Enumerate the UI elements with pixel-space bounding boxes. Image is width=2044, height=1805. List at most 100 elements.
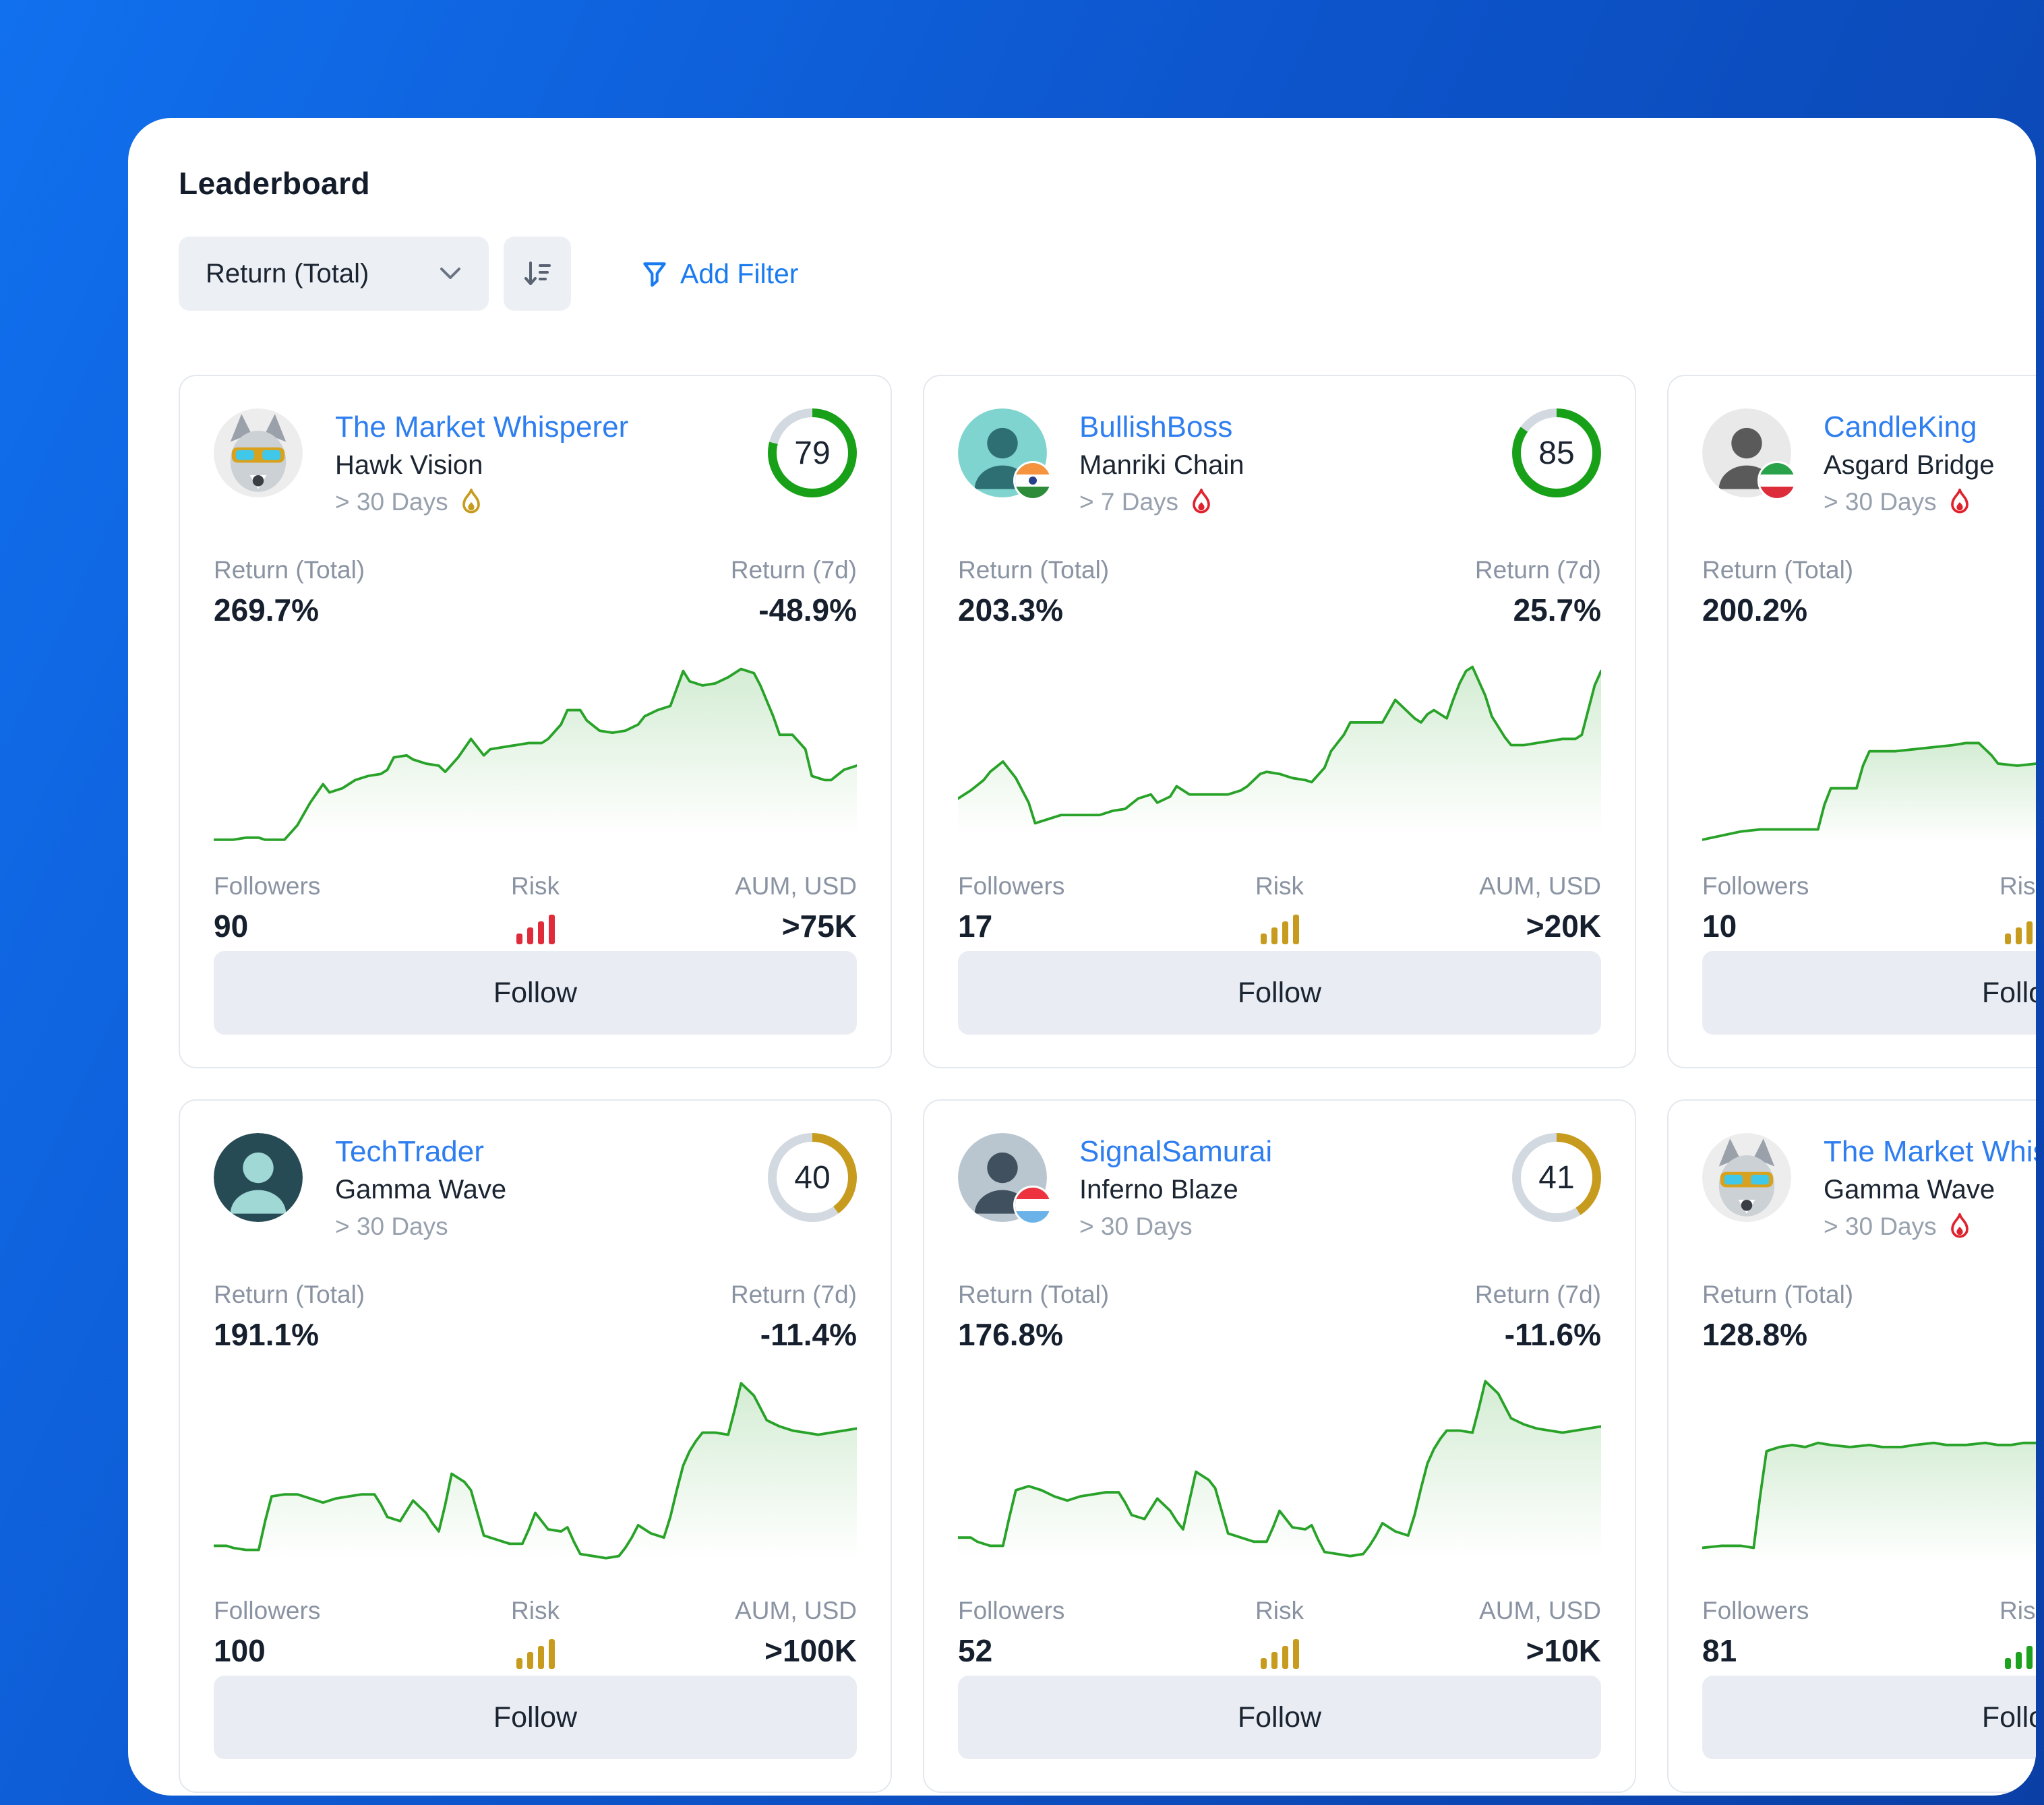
avatar[interactable] <box>1702 408 1797 500</box>
avatar-image <box>214 1133 303 1222</box>
return-7d-value: -48.9% <box>758 592 857 628</box>
risk-label: Risk <box>511 872 560 900</box>
trader-name-link[interactable]: SignalSamurai <box>1079 1135 1273 1168</box>
return-7d-label: Return (7d) <box>1474 1281 1601 1308</box>
return-7d-value: -11.6% <box>1504 1317 1601 1352</box>
flame-icon <box>1950 1213 1968 1238</box>
risk-bars-icon <box>1260 913 1299 945</box>
chevron-down-icon <box>440 268 460 279</box>
toolbar: Return (Total) Add Filter <box>179 237 2036 311</box>
performance-sparkline <box>214 1373 857 1579</box>
return-total-value: 176.8% <box>958 1317 1064 1352</box>
trader-card: The Market Whisperer Gamma Wave > 30 Day… <box>1667 1099 2036 1793</box>
account-age: > 7 Days <box>1079 488 1179 516</box>
country-flag-badge <box>1013 1186 1052 1225</box>
avatar[interactable] <box>958 408 1052 500</box>
score-ring: 85 <box>1512 408 1601 497</box>
account-age: > 30 Days <box>1824 1213 1937 1240</box>
followers-value: 81 <box>1702 1633 1737 1669</box>
avatar-image <box>1702 1133 1791 1222</box>
return-7d-label: Return (7d) <box>730 1281 857 1308</box>
add-filter-label: Add Filter <box>680 257 799 289</box>
risk-bars-icon <box>1260 1638 1299 1670</box>
aum-value: >75K <box>781 909 857 944</box>
return-7d-value: -11.4% <box>760 1317 857 1352</box>
risk-label: Risk <box>2000 1597 2036 1625</box>
card-header: SignalSamurai Inferno Blaze > 30 Days 41 <box>958 1133 1601 1245</box>
score-ring: 41 <box>1512 1133 1601 1222</box>
followers-label: Followers <box>214 1597 321 1625</box>
strategy-name: Asgard Bridge <box>1824 450 1995 480</box>
trader-name-link[interactable]: TechTrader <box>335 1135 484 1168</box>
return-total-value: 191.1% <box>214 1317 320 1352</box>
aum-label: AUM, USD <box>1479 872 1601 900</box>
trader-card: CandleKing Asgard Bridge > 30 Days Retur… <box>1667 375 2036 1068</box>
avatar[interactable] <box>214 1133 303 1222</box>
card-header: The Market Whisperer Hawk Vision > 30 Da… <box>214 408 857 520</box>
avatar-image <box>214 408 303 497</box>
stats-row: Followers 17 Risk AUM, USD >20K <box>958 871 1601 951</box>
follow-button[interactable]: Follow <box>1702 951 2036 1035</box>
return-total-label: Return (Total) <box>958 1281 1110 1308</box>
trader-card: SignalSamurai Inferno Blaze > 30 Days 41… <box>923 1099 1636 1793</box>
avatar[interactable] <box>1702 1133 1791 1222</box>
followers-value: 100 <box>214 1633 266 1669</box>
performance-sparkline <box>958 648 1601 855</box>
return-total-label: Return (Total) <box>214 1281 365 1308</box>
score-value: 40 <box>794 1159 831 1196</box>
aum-label: AUM, USD <box>1479 1597 1601 1625</box>
followers-value: 17 <box>958 909 993 944</box>
return-7d-value: 25.7% <box>1513 592 1601 628</box>
return-total-label: Return (Total) <box>958 556 1110 584</box>
avatar[interactable] <box>214 408 303 497</box>
returns-row: Return (Total) 203.3% Return (7d) 25.7% <box>958 555 1601 635</box>
add-filter-button[interactable]: Add Filter <box>636 257 802 290</box>
follow-button[interactable]: Follow <box>958 1676 1601 1759</box>
risk-bars-icon <box>2004 1638 2037 1670</box>
score-ring: 40 <box>768 1133 857 1222</box>
score-value: 85 <box>1538 435 1575 471</box>
stats-row: Followers 81 Risk AUM, USD <box>1702 1596 2036 1676</box>
score-value: 79 <box>794 435 831 471</box>
avatar[interactable] <box>958 1133 1052 1225</box>
sort-by-select[interactable]: Return (Total) <box>179 237 489 311</box>
trader-name-link[interactable]: BullishBoss <box>1079 410 1233 443</box>
follow-button[interactable]: Follow <box>1702 1676 2036 1759</box>
trader-name-link[interactable]: The Market Whisperer <box>335 410 629 443</box>
follow-button[interactable]: Follow <box>214 951 857 1035</box>
flame-icon <box>1193 488 1210 514</box>
trader-name-link[interactable]: CandleKing <box>1824 410 1977 443</box>
account-age: > 30 Days <box>1824 488 1937 516</box>
risk-label: Risk <box>1255 872 1304 900</box>
strategy-name: Gamma Wave <box>1824 1175 1995 1204</box>
followers-label: Followers <box>1702 872 1809 900</box>
card-header: BullishBoss Manriki Chain > 7 Days 85 <box>958 408 1601 520</box>
trader-name-link[interactable]: The Market Whisperer <box>1824 1135 2036 1168</box>
sort-by-value: Return (Total) <box>206 258 369 288</box>
return-7d-label: Return (7d) <box>1474 556 1601 584</box>
return-total-value: 203.3% <box>958 592 1064 628</box>
flame-icon <box>1950 488 1968 514</box>
followers-value: 90 <box>214 909 249 944</box>
aum-value: >10K <box>1526 1633 1601 1669</box>
follow-button[interactable]: Follow <box>958 951 1601 1035</box>
returns-row: Return (Total) 269.7% Return (7d) -48.9% <box>214 555 857 635</box>
card-header: The Market Whisperer Gamma Wave > 30 Day… <box>1702 1133 2036 1245</box>
performance-sparkline <box>214 648 857 855</box>
stats-row: Followers 10 Risk AUM, USD <box>1702 871 2036 951</box>
flame-icon <box>462 488 480 514</box>
trader-card: The Market Whisperer Hawk Vision > 30 Da… <box>179 375 892 1068</box>
sort-direction-button[interactable] <box>504 237 571 311</box>
filter-funnel-icon <box>643 262 666 287</box>
leaderboard-cards-grid: The Market Whisperer Hawk Vision > 30 Da… <box>179 375 2036 1793</box>
follow-button[interactable]: Follow <box>214 1676 857 1759</box>
risk-label: Risk <box>511 1597 560 1625</box>
page-title: Leaderboard <box>179 166 371 201</box>
return-total-value: 128.8% <box>1702 1317 1808 1352</box>
strategy-name: Gamma Wave <box>335 1175 507 1204</box>
returns-row: Return (Total) 191.1% Return (7d) -11.4% <box>214 1280 857 1359</box>
score-ring: 79 <box>768 408 857 497</box>
card-header: TechTrader Gamma Wave > 30 Days 40 <box>214 1133 857 1245</box>
performance-sparkline <box>1702 1373 2036 1579</box>
return-total-value: 269.7% <box>214 592 320 628</box>
